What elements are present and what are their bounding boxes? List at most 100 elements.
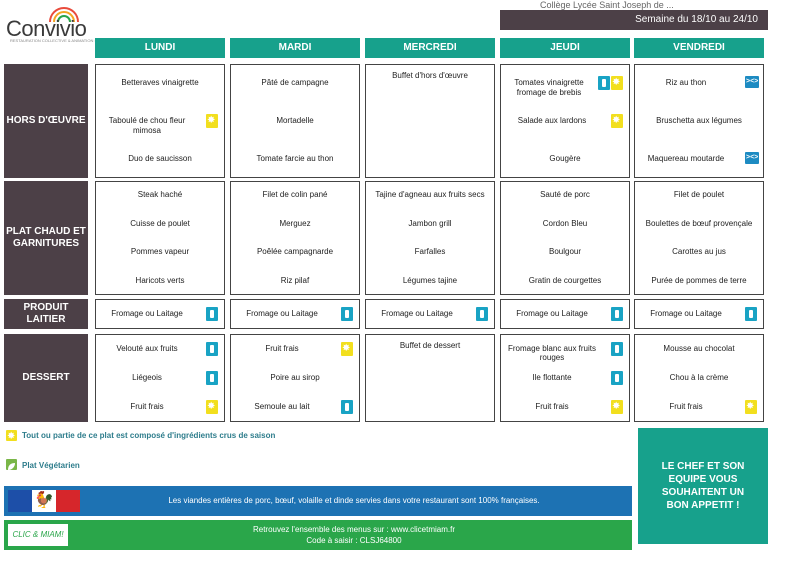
dairy-bottle-icon bbox=[611, 307, 623, 321]
dish-name: Filet de poulet bbox=[673, 190, 725, 200]
day-header-lundi: LUNDI bbox=[95, 38, 225, 58]
dish-name: Fromage blanc aux fruits rouges bbox=[507, 343, 597, 363]
section-label: DESSERT bbox=[4, 334, 88, 422]
dish-name: Fromage ou Laitage bbox=[381, 309, 453, 318]
dairy-bottle-icon bbox=[611, 371, 623, 385]
menu-cell: Buffet d'hors d'œuvre bbox=[365, 64, 495, 178]
sun-seasonal-icon bbox=[611, 114, 623, 128]
day-header-mardi: MARDI bbox=[230, 38, 360, 58]
dish-name: Liégeois bbox=[132, 373, 162, 382]
sun-seasonal-icon bbox=[745, 400, 757, 415]
dish-name: Fruit frais bbox=[669, 402, 703, 412]
dish-name: Fromage ou Laitage bbox=[111, 309, 183, 318]
dish-name: Salade aux lardons bbox=[517, 116, 587, 125]
menu-cell: Tomates vinaigrette fromage de brebis Sal… bbox=[500, 64, 630, 178]
dish-name: Tajine d'agneau aux fruits secs bbox=[375, 190, 485, 200]
dish-name: Cordon Bleu bbox=[542, 218, 588, 228]
access-code-text: Code à saisir : CLSJ64800 bbox=[306, 536, 402, 545]
brand-tagline: RESTAURATION COLLECTIVE & ANIMATION SOCI… bbox=[10, 38, 112, 43]
dish-name: Taboulé de chou fleur mimosa bbox=[108, 116, 186, 135]
dish-name: Buffet de dessert bbox=[399, 341, 461, 350]
dish-name: Tomate farcie au thon bbox=[256, 154, 334, 163]
dish-name: Sauté de porc bbox=[540, 190, 590, 200]
week-range: Semaine du 18/10 au 24/10 bbox=[500, 10, 768, 30]
chef-message: LE CHEF ET SON EQUIPE VOUS SOUHAITENT UN… bbox=[638, 428, 768, 544]
menu-cell: Fromage ou Laitage bbox=[500, 299, 630, 329]
dish-name: Bruschetta aux légumes bbox=[656, 116, 742, 125]
dish-name: Farfalles bbox=[414, 247, 446, 257]
dish-name: Poire au sirop bbox=[270, 373, 320, 382]
sun-seasonal-icon bbox=[341, 341, 353, 356]
dish-name: Riz pilaf bbox=[280, 275, 310, 285]
section-label: PRODUIT LAITIER bbox=[4, 299, 88, 329]
dish-name: Pâté de campagne bbox=[261, 78, 329, 87]
dairy-bottle-icon bbox=[206, 307, 218, 321]
convivio-logo: Convivio RESTAURATION COLLECTIVE & ANIMA… bbox=[4, 2, 112, 43]
dish-name: Ile flottante bbox=[532, 373, 572, 382]
dish-name: Maquereau moutarde bbox=[647, 154, 725, 163]
dish-name: Velouté aux fruits bbox=[116, 343, 178, 353]
dish-name: Boulettes de bœuf provençale bbox=[645, 218, 753, 228]
dish-name: Gougère bbox=[549, 154, 581, 163]
chef-message-text: LE CHEF ET SON EQUIPE VOUS SOUHAITENT UN… bbox=[661, 461, 745, 511]
fish-icon bbox=[745, 152, 759, 164]
dish-name: Gratin de courgettes bbox=[528, 275, 602, 285]
menus-website-text: Retrouvez l'ensemble des menus sur : www… bbox=[252, 525, 456, 534]
menu-cell: Pâté de campagne Mortadelle Tomate farcie … bbox=[230, 64, 360, 178]
menu-cell: Riz au thon Bruschetta aux légumes Maquere… bbox=[634, 64, 764, 178]
menu-cell: Fromage ou Laitage bbox=[634, 299, 764, 329]
menu-cell: Mousse au chocolat Chou à la crème Fruit f… bbox=[634, 334, 764, 422]
flag-animals-icon: 🐓 bbox=[8, 490, 80, 512]
dairy-bottle-icon bbox=[598, 76, 610, 90]
dairy-bottle-icon bbox=[745, 307, 757, 321]
menu-cell: Betteraves vinaigrette Taboulé de chou fl… bbox=[95, 64, 225, 178]
dish-name: Fromage ou Laitage bbox=[516, 309, 588, 318]
dish-name: Riz au thon bbox=[665, 78, 707, 87]
dish-name: Fruit frais bbox=[265, 343, 299, 353]
dish-name: Buffet d'hors d'œuvre bbox=[392, 71, 468, 80]
sun-seasonal-icon bbox=[206, 114, 218, 128]
dish-name: Légumes tajine bbox=[402, 275, 458, 285]
dish-name: Tomates vinaigrette fromage de brebis bbox=[514, 78, 584, 97]
dish-name: Fruit frais bbox=[130, 402, 164, 412]
dish-name: Duo de saucisson bbox=[128, 154, 192, 163]
legend-vegetarian: Plat Végétarien bbox=[22, 461, 80, 470]
dairy-bottle-icon bbox=[341, 307, 353, 321]
sun-seasonal-icon bbox=[611, 76, 623, 90]
dish-name: Merguez bbox=[279, 218, 311, 228]
day-header-jeudi: JEUDI bbox=[500, 38, 630, 58]
menu-cell: Velouté aux fruits Liégeois Fruit frais bbox=[95, 334, 225, 422]
dish-name: Semoule au lait bbox=[254, 402, 310, 412]
menu-cell: Fromage ou Laitage bbox=[95, 299, 225, 329]
seasonal-legend-icon bbox=[6, 430, 17, 444]
menu-cell: Fromage blanc aux fruits rouges Ile flott… bbox=[500, 334, 630, 422]
dish-name: Cuisse de poulet bbox=[130, 218, 190, 228]
dairy-bottle-icon bbox=[611, 341, 623, 356]
menu-cell: Fromage ou Laitage bbox=[365, 299, 495, 329]
menu-cell: Steak haché Cuisse de poulet Pommes vapeur… bbox=[95, 181, 225, 295]
dish-name: Boulgour bbox=[548, 247, 582, 257]
dish-name: Carottes au jus bbox=[672, 247, 726, 257]
dairy-bottle-icon bbox=[206, 341, 218, 356]
vegetarian-legend-icon bbox=[6, 459, 17, 470]
day-header-vendredi: VENDREDI bbox=[634, 38, 764, 58]
brand-name: Convivio bbox=[6, 16, 87, 41]
clicetmiam-banner: CLIC & MIAM! Retrouvez l'ensemble des me… bbox=[4, 520, 632, 550]
dairy-bottle-icon bbox=[206, 371, 218, 385]
section-label: HORS D'ŒUVRE bbox=[4, 64, 88, 178]
french-meat-banner: 🐓 Les viandes entières de porc, bœuf, vo… bbox=[4, 486, 632, 516]
dairy-bottle-icon bbox=[476, 307, 488, 321]
dish-name: Filet de colin pané bbox=[262, 190, 328, 200]
dish-name: Chou à la crème bbox=[669, 373, 729, 382]
menu-cell: Filet de colin pané Merguez Poêlée campagn… bbox=[230, 181, 360, 295]
sun-seasonal-icon bbox=[206, 400, 218, 415]
dish-name: Steak haché bbox=[137, 190, 183, 200]
menu-cell: Fruit frais Poire au sirop Semoule au lait bbox=[230, 334, 360, 422]
legend-seasonal: Tout ou partie de ce plat est composé d'… bbox=[22, 431, 276, 440]
dish-name: Haricots verts bbox=[135, 275, 185, 285]
sun-seasonal-icon bbox=[611, 400, 623, 415]
menu-cell: Filet de poulet Boulettes de bœuf provenç… bbox=[634, 181, 764, 295]
dish-name: Betteraves vinaigrette bbox=[121, 78, 199, 87]
logo-arc-icon bbox=[49, 7, 79, 23]
menu-cell: Buffet de dessert bbox=[365, 334, 495, 422]
